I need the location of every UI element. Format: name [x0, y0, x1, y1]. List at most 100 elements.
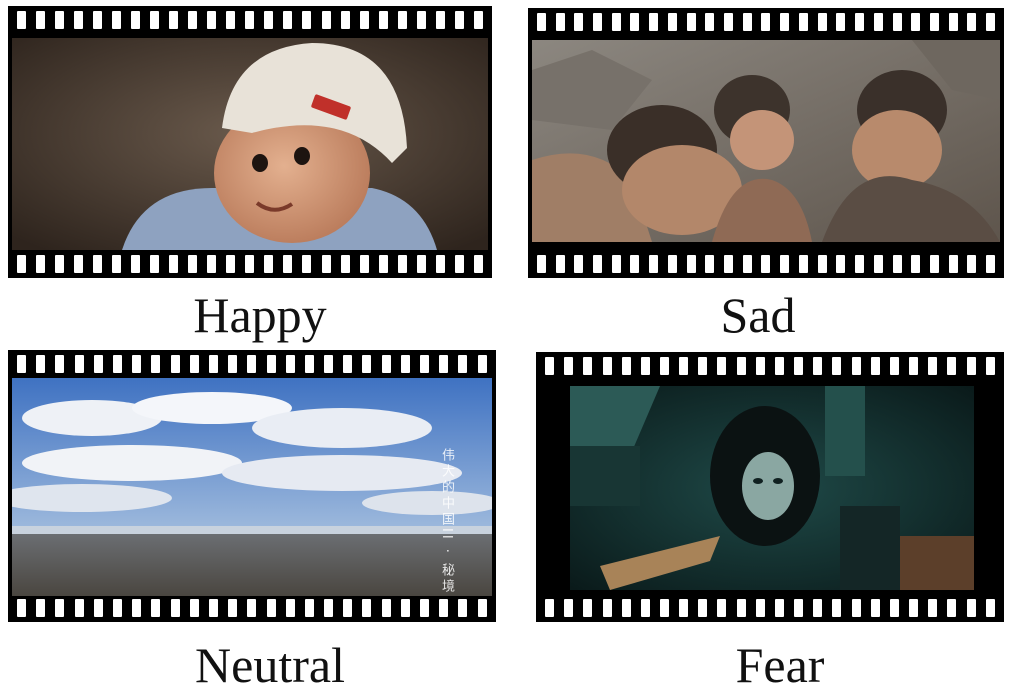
- film-perforation-hole: [873, 255, 883, 273]
- film-perforation-hole: [113, 355, 123, 373]
- film-perforation-hole: [439, 355, 449, 373]
- film-perforation-hole: [340, 11, 350, 29]
- film-perforation-hole: [150, 11, 160, 29]
- film-perforation-hole: [264, 255, 274, 273]
- film-perforation-hole: [93, 355, 103, 373]
- film-perforation-hole: [873, 13, 883, 31]
- film-perforation-hole: [909, 357, 919, 375]
- film-perforation-hole: [170, 355, 180, 373]
- film-perforations-top: [528, 10, 1004, 34]
- film-perforation-hole: [679, 599, 689, 617]
- film-perforation-hole: [574, 255, 584, 273]
- film-perforation-hole: [545, 599, 555, 617]
- film-perforation-hole: [649, 255, 659, 273]
- film-perforation-hole: [660, 599, 670, 617]
- film-perforation-hole: [667, 255, 677, 273]
- film-perforation-hole: [359, 255, 369, 273]
- film-perforation-hole: [245, 11, 255, 29]
- film-perforation-hole: [477, 599, 487, 617]
- film-perforation-hole: [74, 11, 84, 29]
- film-perforation-hole: [855, 255, 865, 273]
- film-perforations-bottom: [528, 252, 1004, 276]
- film-perforation-hole: [55, 599, 65, 617]
- film-perforation-hole: [817, 13, 827, 31]
- film-perforation-hole: [948, 13, 958, 31]
- film-perforation-hole: [321, 11, 331, 29]
- film-perforation-hole: [151, 355, 161, 373]
- film-perforation-hole: [207, 11, 217, 29]
- film-perforation-hole: [928, 599, 938, 617]
- film-perforation-hole: [967, 13, 977, 31]
- film-perforation-hole: [817, 255, 827, 273]
- film-perforation-hole: [630, 255, 640, 273]
- film-strip-fear: [536, 352, 1004, 622]
- film-perforation-hole: [593, 13, 603, 31]
- film-perforation-hole: [324, 599, 334, 617]
- frame-sad: [532, 40, 1000, 242]
- film-perforation-hole: [302, 255, 312, 273]
- film-perforation-hole: [74, 255, 84, 273]
- film-perforation-hole: [207, 255, 217, 273]
- film-perforation-hole: [264, 11, 274, 29]
- film-perforation-hole: [564, 599, 574, 617]
- film-perforation-hole: [302, 11, 312, 29]
- film-perforation-hole: [285, 355, 295, 373]
- film-perforation-hole: [611, 13, 621, 31]
- film-perforation-hole: [304, 599, 314, 617]
- film-perforation-hole: [780, 13, 790, 31]
- film-perforation-hole: [169, 255, 179, 273]
- film-strip-neutral: 伟大的中国II · 秘境: [8, 350, 496, 622]
- film-perforation-hole: [736, 357, 746, 375]
- film-perforation-hole: [343, 599, 353, 617]
- film-perforation-hole: [966, 357, 976, 375]
- film-perforation-hole: [705, 255, 715, 273]
- film-perforation-hole: [892, 255, 902, 273]
- film-strip-happy: [8, 6, 492, 278]
- film-perforation-hole: [266, 599, 276, 617]
- film-perforation-hole: [378, 11, 388, 29]
- film-perforation-hole: [340, 255, 350, 273]
- caption-fear: Fear: [735, 637, 825, 693]
- film-perforation-hole: [381, 599, 391, 617]
- film-perforation-hole: [188, 255, 198, 273]
- film-perforation-hole: [909, 599, 919, 617]
- film-perforation-hole: [208, 599, 218, 617]
- film-perforation-hole: [985, 357, 995, 375]
- film-perforation-hole: [477, 355, 487, 373]
- frame-neutral: 伟大的中国II · 秘境: [12, 378, 492, 596]
- film-perforation-hole: [397, 255, 407, 273]
- film-perforation-hole: [17, 355, 27, 373]
- film-perforation-hole: [362, 599, 372, 617]
- film-perforation-hole: [851, 599, 861, 617]
- film-perforation-hole: [17, 599, 27, 617]
- film-title-overlay: 伟大的中国II · 秘境: [439, 448, 454, 596]
- film-perforation-hole: [649, 13, 659, 31]
- frame-happy: [12, 38, 488, 250]
- film-perforation-hole: [36, 355, 46, 373]
- film-perforation-hole: [545, 357, 555, 375]
- film-perforation-hole: [359, 11, 369, 29]
- film-perforation-hole: [948, 255, 958, 273]
- landscape-sky-image: [12, 378, 492, 596]
- film-strip-sad: [528, 8, 1004, 278]
- film-perforation-hole: [836, 13, 846, 31]
- film-perforation-hole: [416, 255, 426, 273]
- film-perforation-hole: [189, 599, 199, 617]
- film-perforation-hole: [283, 11, 293, 29]
- film-perforation-hole: [245, 255, 255, 273]
- film-perforation-hole: [717, 357, 727, 375]
- film-perforation-hole: [132, 599, 142, 617]
- film-perforation-hole: [774, 599, 784, 617]
- film-perforation-hole: [378, 255, 388, 273]
- film-perforation-hole: [780, 255, 790, 273]
- film-perforation-hole: [870, 599, 880, 617]
- film-perforation-hole: [855, 13, 865, 31]
- film-perforation-hole: [397, 11, 407, 29]
- film-perforation-hole: [151, 599, 161, 617]
- film-perforation-hole: [400, 599, 410, 617]
- film-perforations-bottom: [8, 252, 492, 276]
- film-perforation-hole: [602, 357, 612, 375]
- film-perforation-hole: [602, 599, 612, 617]
- film-perforation-hole: [755, 599, 765, 617]
- frame-fear: [570, 386, 974, 590]
